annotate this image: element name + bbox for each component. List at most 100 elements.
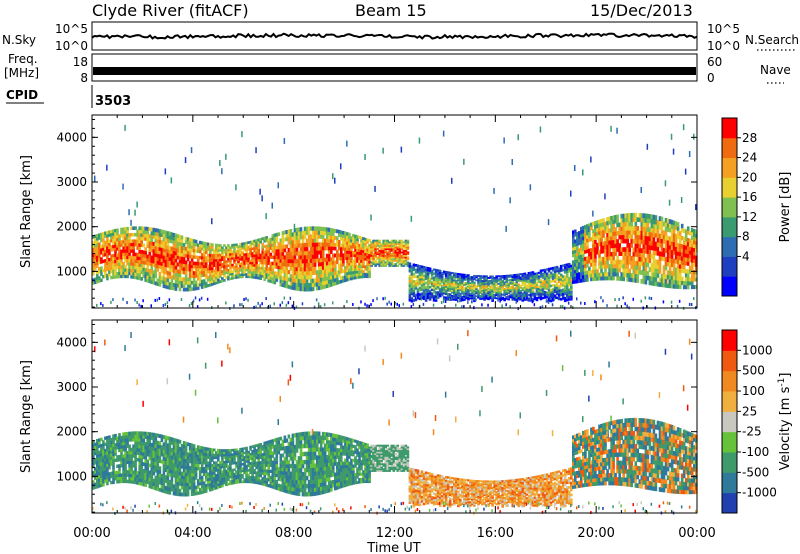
power-cell <box>160 229 164 234</box>
power-cell <box>319 269 323 274</box>
power-cell <box>620 259 623 265</box>
power-cell <box>164 277 168 282</box>
power-cell <box>434 281 438 284</box>
power-cell <box>317 226 321 231</box>
power-cell <box>668 275 672 280</box>
power-cell <box>209 259 212 263</box>
power-cell <box>231 270 234 273</box>
power-cell <box>338 280 341 284</box>
power-cell <box>370 248 373 251</box>
power-cell <box>277 262 281 266</box>
power-cell <box>116 231 119 236</box>
power-cell <box>513 293 517 296</box>
power-cell <box>630 217 633 222</box>
vel-cell <box>146 442 149 447</box>
power-ground-point <box>467 300 469 304</box>
power-cell <box>386 258 389 261</box>
power-cell <box>126 236 129 240</box>
power-cell <box>249 266 252 269</box>
power-cell <box>275 275 279 279</box>
power-cell <box>118 271 121 276</box>
power-cell <box>479 288 482 291</box>
power-cell <box>202 244 206 248</box>
power-cell <box>148 248 152 252</box>
power-cell <box>217 273 220 277</box>
vel-cell <box>118 473 121 477</box>
vel-cell <box>102 443 105 447</box>
power-cell <box>455 291 458 294</box>
power-cell <box>120 243 123 247</box>
power-cell <box>108 251 111 256</box>
power-cell <box>426 267 430 270</box>
power-cell <box>664 239 668 245</box>
power-cell <box>213 248 216 252</box>
power-cell <box>178 269 182 274</box>
power-cell <box>265 253 268 257</box>
vel-cell <box>150 485 154 489</box>
power-cell <box>370 258 373 261</box>
power-cell <box>487 296 490 299</box>
power-cell <box>136 256 139 260</box>
vel-cell <box>112 480 115 484</box>
power-cell <box>541 287 545 290</box>
power-cell <box>164 234 168 239</box>
power-cell <box>92 259 95 264</box>
power-cell <box>356 254 359 258</box>
power-cell <box>249 245 252 249</box>
power-cell <box>221 265 224 269</box>
power-cell <box>376 241 379 244</box>
power-cell <box>319 273 323 278</box>
power-cell <box>410 292 414 296</box>
power-cell <box>592 254 595 259</box>
power-cell <box>128 271 131 276</box>
power-cell <box>511 283 515 286</box>
vel-cell <box>132 470 135 475</box>
power-cell <box>440 277 444 280</box>
power-cell <box>287 248 291 252</box>
power-cell <box>654 246 658 251</box>
vel-cell <box>120 464 123 468</box>
power-cell <box>412 273 416 276</box>
power-cell <box>614 259 617 265</box>
power-cell <box>162 244 166 249</box>
power-cell <box>148 279 152 284</box>
power-cell <box>156 260 160 265</box>
power-cell <box>565 277 569 281</box>
power-cell <box>453 282 456 285</box>
power-cell <box>330 264 333 269</box>
power-cell <box>674 242 678 247</box>
power-cell <box>124 236 127 241</box>
power-cell <box>688 281 692 286</box>
power-cell <box>471 276 474 279</box>
power-cell <box>378 264 381 267</box>
power-cell <box>269 237 273 242</box>
power-cell <box>192 271 196 275</box>
power-cell <box>402 244 406 247</box>
power-cell <box>287 233 291 238</box>
power-cell <box>596 269 599 274</box>
power-cell <box>515 293 519 296</box>
vel-cell <box>114 477 117 481</box>
power-cell <box>642 274 646 280</box>
power-cell <box>678 255 682 261</box>
power-cell <box>134 262 137 267</box>
power-cell <box>392 239 396 242</box>
power-cell <box>465 286 468 289</box>
power-cell <box>283 283 287 288</box>
power-cell <box>184 253 188 258</box>
power-cell <box>493 290 496 293</box>
power-cell <box>501 298 504 301</box>
power-cell <box>265 258 268 262</box>
power-cell <box>372 254 375 257</box>
power-cell <box>168 282 172 287</box>
power-cell <box>289 240 293 245</box>
power-cell <box>340 233 343 238</box>
vel-cell <box>106 439 109 443</box>
power-cell <box>582 257 585 262</box>
vel-cell <box>122 441 125 446</box>
power-cell <box>505 293 508 296</box>
power-cell <box>551 279 555 283</box>
vel-cell <box>134 444 137 449</box>
power-cell <box>606 224 609 230</box>
power-cell <box>543 287 547 290</box>
